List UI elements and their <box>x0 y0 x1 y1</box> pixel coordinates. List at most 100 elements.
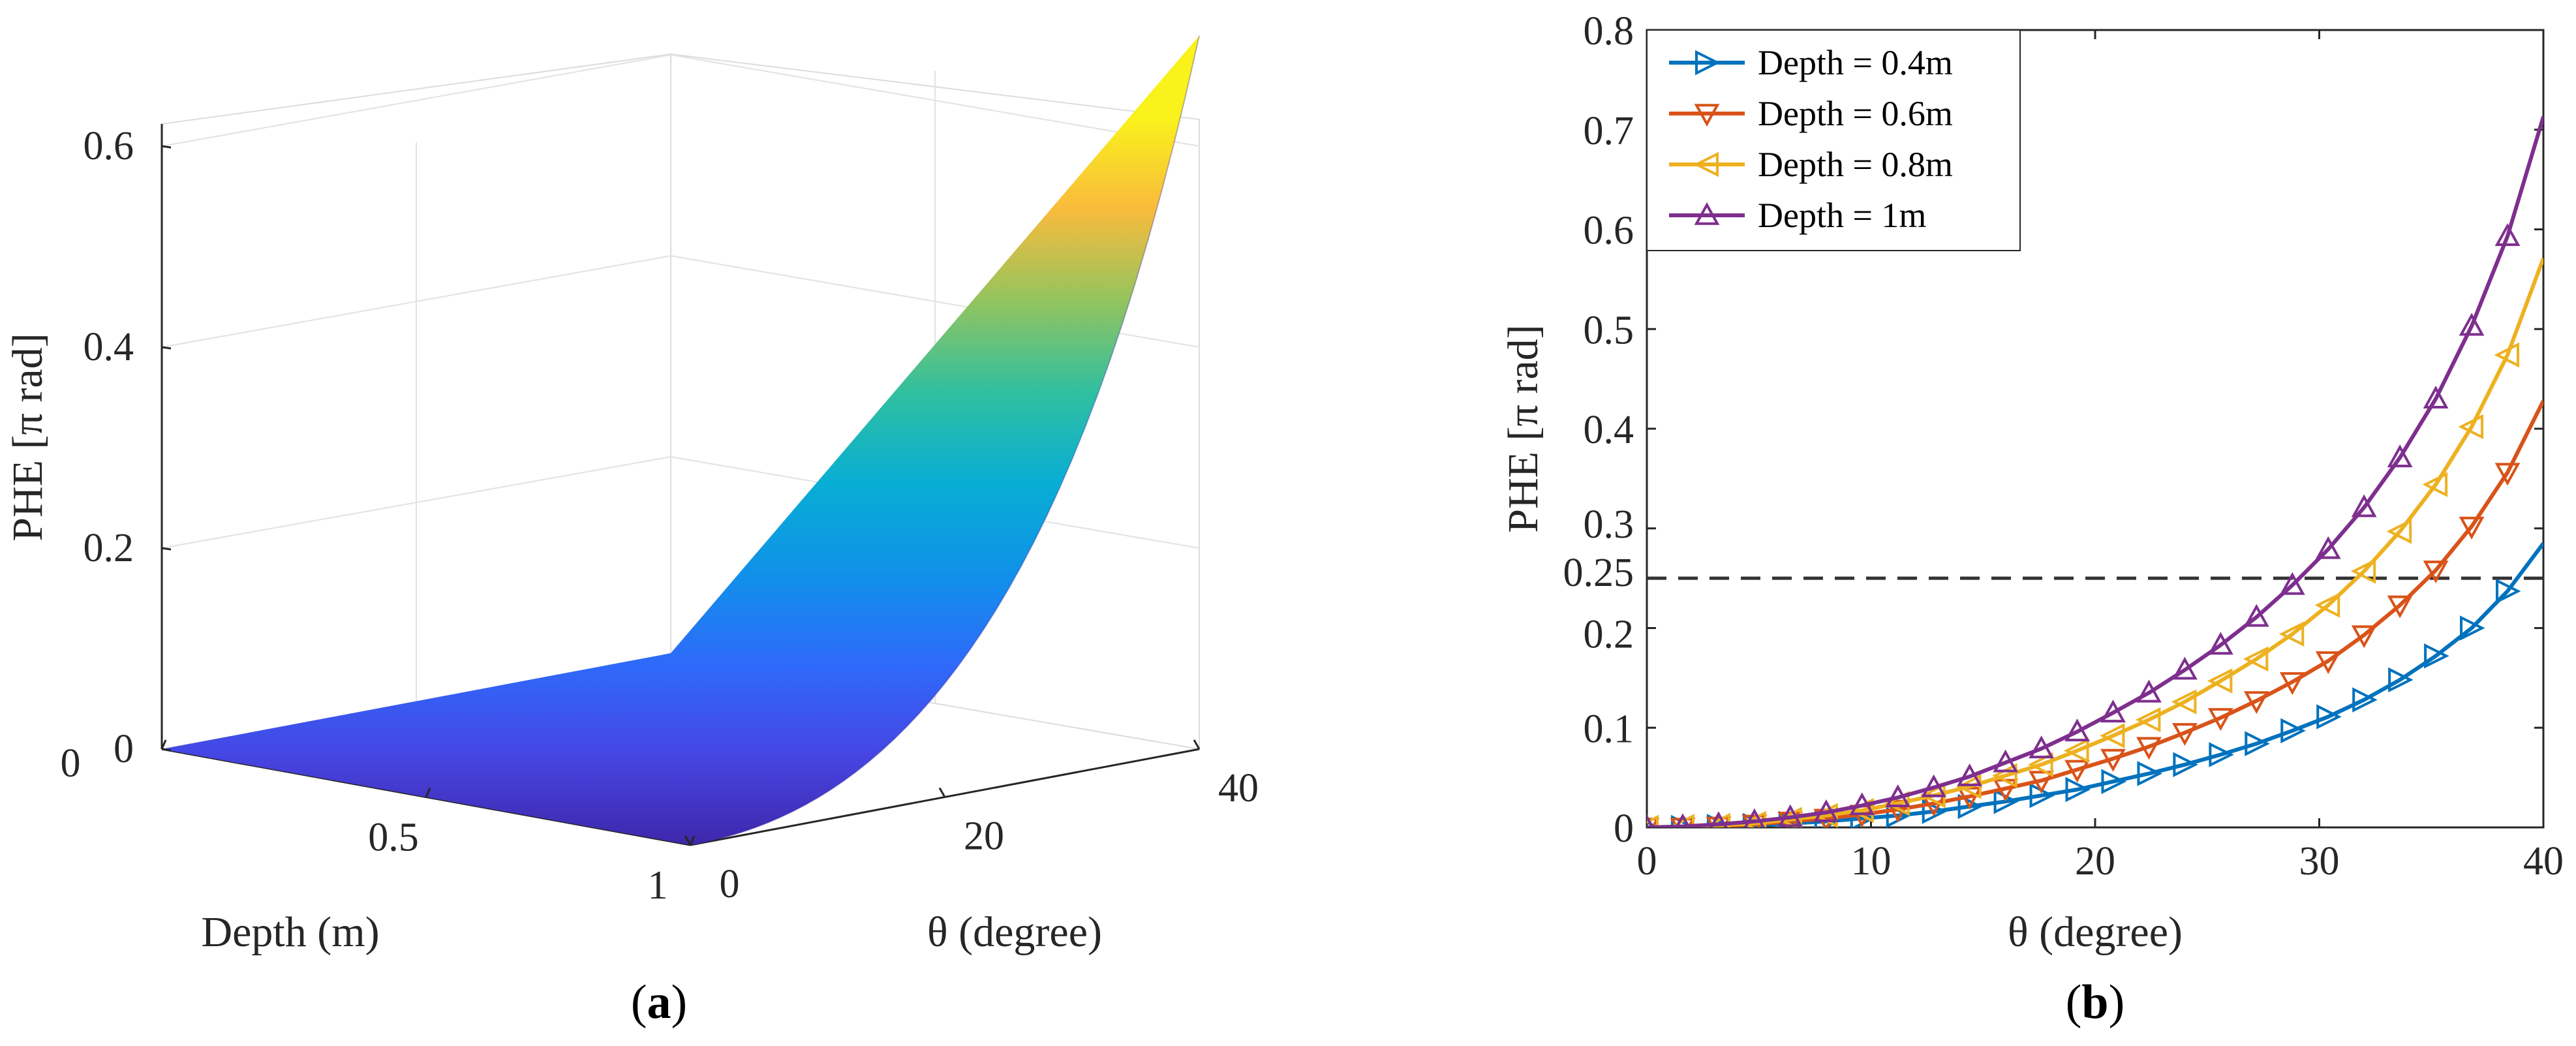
data-point-marker <box>2135 707 2161 733</box>
panel-label-b-letter: b <box>2081 976 2108 1029</box>
data-point-marker <box>2350 559 2376 584</box>
data-point-marker <box>2316 704 2342 730</box>
data-point-marker <box>2279 672 2305 696</box>
data-point-marker <box>2207 632 2233 655</box>
data-point-marker <box>1694 104 1720 127</box>
y-tick-label: 0.25 <box>1563 551 1634 595</box>
series-group <box>1647 116 2543 827</box>
y-tick-label: 0.1 <box>1584 707 1634 751</box>
data-point-marker <box>2315 536 2341 559</box>
data-point-marker <box>1922 799 1948 824</box>
data-point-marker <box>2386 519 2412 544</box>
data-point-marker <box>2459 313 2485 336</box>
panel-label-a: (a) <box>631 976 687 1029</box>
z-axis-label: PHE [π rad] <box>4 333 52 541</box>
data-point-marker <box>2388 667 2414 693</box>
depth-tick-label: 0 <box>61 741 81 786</box>
data-point-marker <box>2207 668 2233 694</box>
legend-label: Depth = 0.6m <box>1758 94 1953 133</box>
data-point-marker <box>1674 813 1691 827</box>
data-point-marker <box>2243 604 2269 627</box>
data-point-marker <box>2029 735 2054 759</box>
z-tick-mark <box>161 145 172 149</box>
data-point-marker <box>2065 777 2091 803</box>
data-point-marker <box>2423 561 2449 584</box>
data-point-marker <box>2245 731 2270 756</box>
y-axis-label-b: PHE [π rad] <box>1499 324 1547 532</box>
data-point-marker <box>2172 723 2198 746</box>
x-tick-label: 20 <box>2075 839 2115 884</box>
y-tick-label: 0.6 <box>1584 209 1634 253</box>
data-point-marker <box>2173 752 2198 778</box>
depth-tick-mark <box>425 787 431 798</box>
data-point-marker <box>2314 592 2340 618</box>
depth-tick-label: 1 <box>648 863 668 908</box>
theta-tick-label: 20 <box>964 814 1004 859</box>
data-point-marker <box>2171 689 2197 715</box>
data-point-marker <box>1957 763 1983 786</box>
y-tick-label: 0.4 <box>1584 408 1634 452</box>
data-point-marker <box>2100 748 2126 772</box>
depth-tick-mark <box>161 739 167 750</box>
axes-ticks-b: 0 10 20 30 40 0 0.1 0.2 0.250.3 0.4 0.5 0.6 0.7 0.8 <box>1563 9 2564 884</box>
data-point-marker <box>2422 472 2448 497</box>
grid-line-left <box>161 54 671 147</box>
data-point-marker <box>1849 792 1875 816</box>
data-point-marker <box>2351 494 2377 517</box>
surface-phe <box>162 35 1200 846</box>
data-point-marker <box>1743 808 1766 827</box>
z-tick-mark <box>161 748 172 752</box>
data-point-marker <box>1813 799 1839 822</box>
data-point-marker <box>2387 595 2413 619</box>
data-point-marker <box>2351 625 2377 649</box>
data-point-marker <box>1695 50 1721 76</box>
data-point-marker <box>2136 679 2162 703</box>
data-point-marker <box>1706 816 1732 827</box>
data-point-marker <box>2423 386 2449 408</box>
data-point-marker <box>2494 342 2520 368</box>
depth-tick-mark <box>689 835 696 846</box>
data-point-marker <box>2243 691 2269 715</box>
y-tick-label: 0 <box>1614 807 1634 851</box>
y-tick-label: 0.8 <box>1584 9 1634 54</box>
data-point-marker <box>2029 771 2054 794</box>
data-point-marker <box>2100 723 2125 748</box>
surface-patch <box>162 35 1199 846</box>
legend-item: Depth = 1m <box>1669 196 1926 235</box>
legend-label: Depth = 1m <box>1758 196 1926 235</box>
x-axis-label-b: θ (degree) <box>2008 908 2183 956</box>
theta-axis-label: θ (degree) <box>927 908 1102 956</box>
panel-label-a-letter: a <box>647 976 671 1029</box>
z-tick-label: 0.4 <box>84 325 134 369</box>
z-tick-label: 0.2 <box>84 526 134 570</box>
panel-label-b: (b) <box>2066 976 2124 1029</box>
data-point-marker <box>2136 737 2162 760</box>
x-tick-label: 0 <box>1637 839 1657 884</box>
legend-label: Depth = 0.8m <box>1758 145 1953 184</box>
z-tick-label: 0.6 <box>84 124 134 168</box>
legend: Depth = 0.4m Depth = 0.6m Depth = 0.8m Dept… <box>1646 29 2021 251</box>
legend-item: Depth = 0.6m <box>1669 94 1953 133</box>
data-point-marker <box>2387 444 2413 468</box>
data-point-marker <box>2424 643 2449 669</box>
data-point-marker <box>2064 718 2090 742</box>
data-point-marker <box>1993 749 2018 773</box>
data-point-marker <box>2496 578 2521 604</box>
data-point-marker <box>2209 742 2234 767</box>
theta-tick-mark <box>1193 739 1201 750</box>
series-4 <box>1647 116 2543 827</box>
data-point-marker <box>2137 761 2162 786</box>
legend-label: Depth = 0.4m <box>1758 43 1953 82</box>
data-point-marker <box>2100 700 2126 723</box>
z-tick-mark <box>161 346 172 350</box>
data-point-marker <box>2028 752 2053 778</box>
z-tick-mark <box>161 547 172 551</box>
data-point-marker <box>2279 572 2305 595</box>
theta-tick-label: 0 <box>720 862 740 906</box>
data-point-marker <box>2207 708 2233 731</box>
data-point-marker <box>1993 789 2019 814</box>
y-tick-label: 0.3 <box>1584 502 1634 547</box>
theta-tick-mark <box>684 835 692 846</box>
z-tick-label: 0 <box>114 727 134 771</box>
